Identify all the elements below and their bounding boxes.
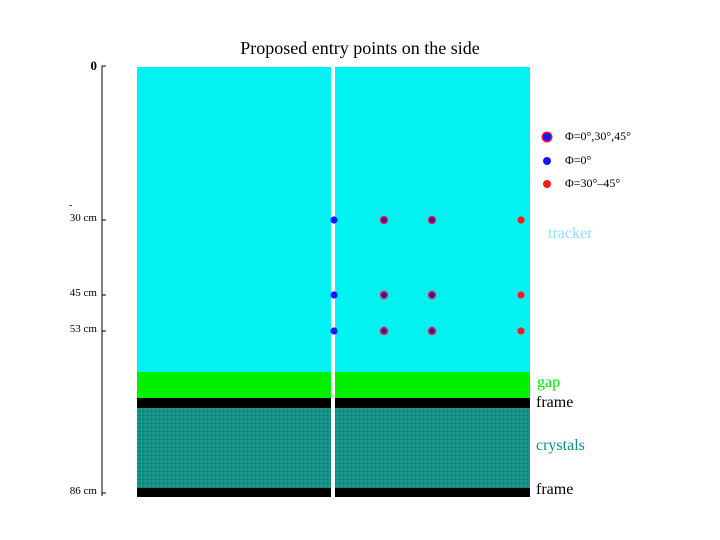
axis-tick-label-86: 86 cm xyxy=(69,485,97,497)
entry-point-s1-2 xyxy=(330,327,338,335)
legend-marker-phi0 xyxy=(543,156,551,165)
entry-point-s2-2 xyxy=(517,327,525,335)
entry-point-s0-4 xyxy=(379,326,389,336)
entry-point-s0-0 xyxy=(379,215,389,225)
entry-point-s0-2 xyxy=(379,290,389,300)
axis-tick-label-53: 53 cm xyxy=(69,323,97,335)
legend-item-phi30-45: Φ=30°–45° xyxy=(543,176,620,191)
axis-tick-label-45: 45 cm xyxy=(69,287,97,299)
legend-label-phi0: Φ=0° xyxy=(565,153,592,167)
legend-item-all-angles: Φ=0°,30°,45° xyxy=(543,129,631,144)
legend-label-all-angles: Φ=0°,30°,45° xyxy=(565,129,631,143)
legend-label-phi30-45: Φ=30°–45° xyxy=(565,176,621,190)
entry-point-s1-0 xyxy=(330,216,338,224)
entry-point-s0-3 xyxy=(427,290,437,300)
frame-top-label: frame xyxy=(536,394,574,411)
entry-point-s1-1 xyxy=(330,291,338,299)
depth-axis-ticks xyxy=(102,65,106,494)
entry-point-s2-1 xyxy=(517,291,525,299)
axis-tick-prefix-30: - xyxy=(69,200,73,211)
legend-marker-all-angles xyxy=(543,132,551,141)
frame-bottom-label: frame xyxy=(536,481,574,498)
entry-point-s2-0 xyxy=(517,216,525,224)
tracker-label: tracker xyxy=(548,225,593,242)
entry-point-s0-1 xyxy=(427,215,437,225)
legend-item-phi0: Φ=0° xyxy=(543,153,591,168)
entry-point-s0-5 xyxy=(427,326,437,336)
chart-title: Proposed entry points on the side xyxy=(240,38,480,58)
legend-marker-phi30-45 xyxy=(543,179,551,188)
crystals-label: crystals xyxy=(536,437,585,454)
entry-points xyxy=(330,215,525,336)
center-divider xyxy=(331,67,335,497)
gap-label: gap xyxy=(537,374,561,391)
axis-tick-label-30: 30 cm xyxy=(69,212,97,224)
axis-tick-label-0: 0 xyxy=(90,58,98,73)
